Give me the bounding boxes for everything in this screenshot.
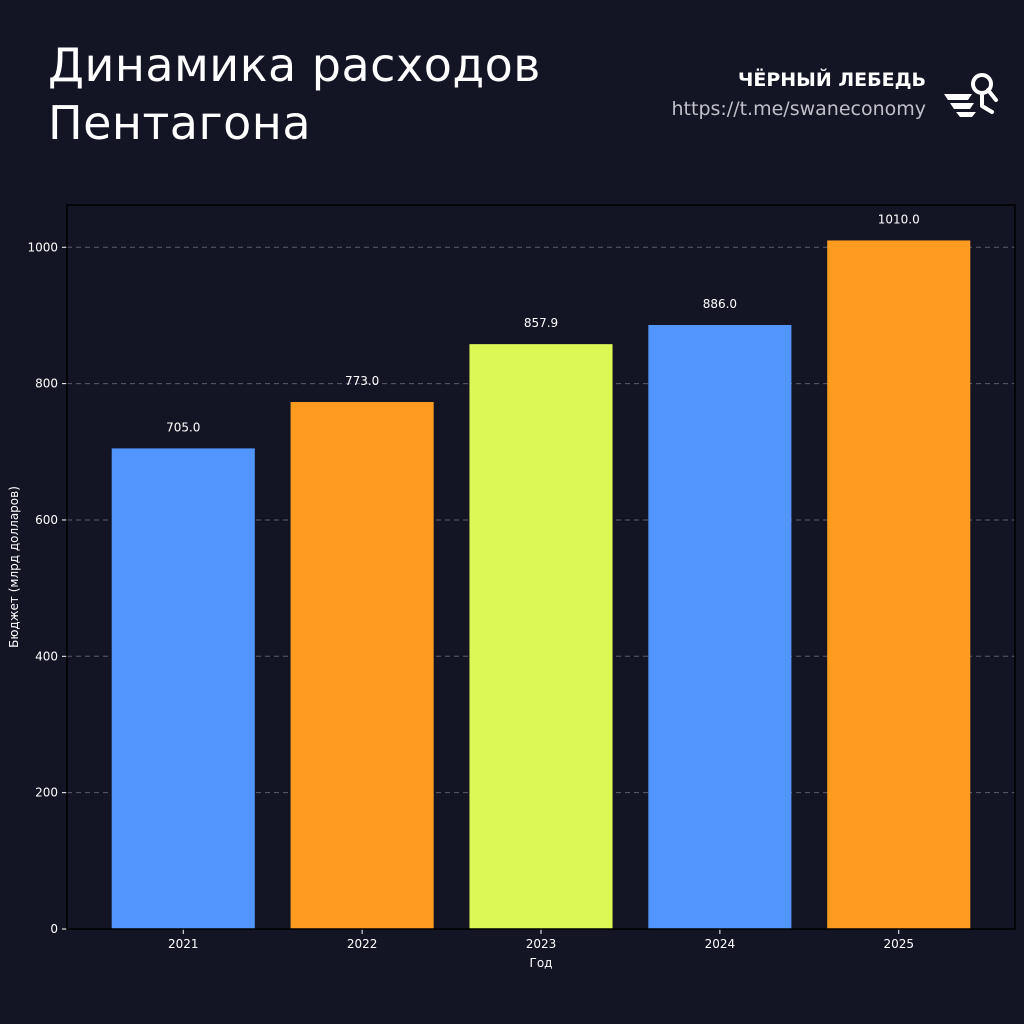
y-axis-label: Бюджет (млрд долларов) [7, 486, 21, 648]
grid-layer [62, 246, 1015, 930]
x-tick-label-2022: 2022 [347, 937, 378, 951]
y-tick-label: 600 [35, 513, 58, 527]
value-label-2023: 857.9 [524, 316, 558, 330]
x-axis-label: Год [530, 956, 553, 970]
bar-2022 [290, 402, 434, 929]
x-tick-label-2025: 2025 [883, 937, 914, 951]
y-tick-label: 200 [35, 786, 58, 800]
value-label-2021: 705.0 [166, 420, 200, 434]
plot-frame [66, 204, 1016, 930]
bar-2024 [648, 324, 792, 929]
x-tick-label-2024: 2024 [705, 937, 736, 951]
y-tick-label: 0 [50, 922, 58, 936]
y-tick-label: 1000 [27, 240, 58, 254]
value-label-2025: 1010.0 [878, 212, 920, 226]
y-tick-label: 800 [35, 377, 58, 391]
title-line-2: Пентагона [48, 96, 312, 150]
y-tick-label: 400 [35, 649, 58, 663]
swan-logo-icon [944, 73, 998, 117]
title-line-1: Динамика расходов [48, 38, 541, 92]
brand-block: ЧЁРНЫЙ ЛЕБЕДЬ https://t.me/swaneconomy [672, 66, 927, 124]
bar-2025 [827, 240, 971, 930]
brand-url[interactable]: https://t.me/swaneconomy [671, 98, 927, 120]
x-tick-label-2021: 2021 [168, 937, 199, 951]
brand-name: ЧЁРНЫЙ ЛЕБЕДЬ [738, 69, 926, 91]
bar-2021 [111, 448, 255, 929]
value-label-2024: 886.0 [703, 297, 737, 311]
page-title: Динамика расходов Пентагона [48, 36, 608, 152]
label-layer: 0 200 400 600 800 1000 705.0 2021 773.0 2022 857.9… [27, 212, 919, 951]
x-tick-label-2023: 2023 [526, 937, 557, 951]
value-label-2022: 773.0 [345, 374, 379, 388]
bar-2023 [469, 344, 613, 930]
bar-layer [111, 240, 971, 930]
